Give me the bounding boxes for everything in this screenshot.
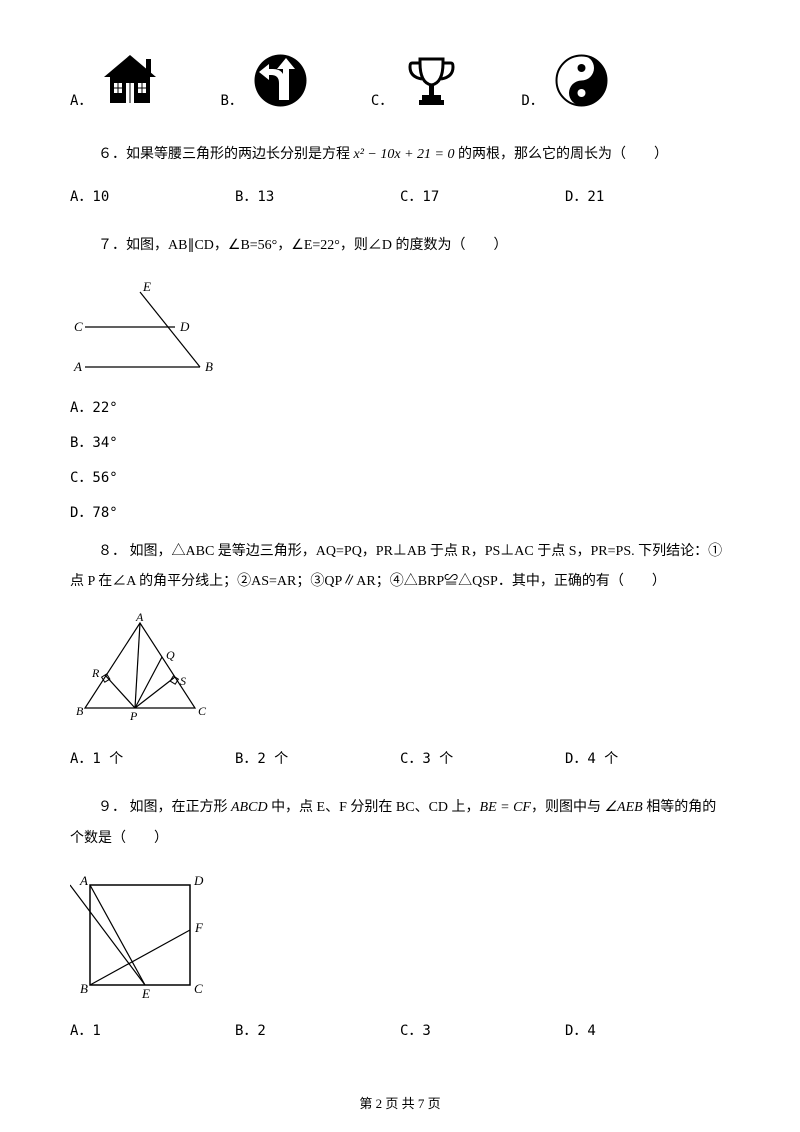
q9-option-c: C．3 xyxy=(400,1020,565,1040)
q8-option-b: B．2 个 xyxy=(235,748,400,768)
q7-option-c: C．56° xyxy=(70,467,730,487)
svg-text:F: F xyxy=(194,920,204,935)
svg-text:R: R xyxy=(91,666,100,680)
q7-text: ７．如图，AB∥CD，∠B=56°，∠E=22°，则∠D 的度数为（ ） xyxy=(70,231,730,262)
q6-equation: x² − 10x + 21 = 0 xyxy=(354,147,455,162)
q9-option-d: D．4 xyxy=(565,1020,730,1040)
q9-option-a: A．1 xyxy=(70,1020,235,1040)
house-icon xyxy=(100,50,160,110)
q9-angle: ∠AEB xyxy=(604,800,642,815)
q9-before: ９． 如图，在正方形 xyxy=(98,800,231,815)
svg-text:A: A xyxy=(135,613,144,624)
svg-text:D: D xyxy=(179,319,190,334)
q9-mid: 中，点 E、F 分别在 BC、CD 上， xyxy=(268,800,480,815)
q5-option-b: B． xyxy=(220,50,310,110)
q9-abcd: ABCD xyxy=(231,800,268,815)
q6-suffix: 的两根，那么它的周长为（ ） xyxy=(458,147,668,162)
option-label: B． xyxy=(220,90,242,110)
option-label: C． xyxy=(371,90,393,110)
q5-option-d: D． xyxy=(521,50,611,110)
q5-option-a: A． xyxy=(70,50,160,110)
q8-figure: A B C P Q R S xyxy=(70,613,730,733)
svg-text:S: S xyxy=(180,674,186,688)
q8-text: ８． 如图，△ABC 是等边三角形，AQ=PQ，PR⊥AB 于点 R，PS⊥AC… xyxy=(70,537,730,599)
q7-options: A．22° B．34° C．56° D．78° xyxy=(70,397,730,522)
q7-figure: E C D A B xyxy=(70,277,730,382)
q9-mid2: ，则图中与 xyxy=(531,800,605,815)
q6-option-d: D．21 xyxy=(565,186,730,206)
q7-option-d: D．78° xyxy=(70,502,730,522)
page-footer: 第 2 页 共 7 页 xyxy=(0,1093,800,1112)
q6-prefix: ６．如果等腰三角形的两边长分别是方程 xyxy=(98,147,350,162)
svg-text:D: D xyxy=(193,873,204,888)
q6-option-b: B．13 xyxy=(235,186,400,206)
svg-text:B: B xyxy=(80,981,88,996)
option-label: D． xyxy=(521,90,543,110)
q6-option-c: C．17 xyxy=(400,186,565,206)
svg-text:C: C xyxy=(74,319,83,334)
yinyang-icon xyxy=(552,50,612,110)
q6-text: ６．如果等腰三角形的两边长分别是方程 x² − 10x + 21 = 0 的两根… xyxy=(70,140,730,171)
trophy-icon xyxy=(401,50,461,110)
q9-text: ９． 如图，在正方形 ABCD 中，点 E、F 分别在 BC、CD 上，BE =… xyxy=(70,793,730,855)
q9-eq: BE = CF xyxy=(480,800,531,815)
svg-text:A: A xyxy=(79,873,88,888)
q9-figure: A D B C E F xyxy=(70,870,730,1005)
q9-options: A．1 B．2 C．3 D．4 xyxy=(70,1020,730,1040)
arrow-sign-icon xyxy=(251,50,311,110)
svg-text:C: C xyxy=(194,981,203,996)
svg-text:B: B xyxy=(76,704,84,718)
q7-option-a: A．22° xyxy=(70,397,730,417)
svg-text:Q: Q xyxy=(166,648,175,662)
svg-text:C: C xyxy=(198,704,207,718)
svg-text:P: P xyxy=(129,709,138,723)
svg-text:B: B xyxy=(205,359,213,374)
q8-options: A．1 个 B．2 个 C．3 个 D．4 个 xyxy=(70,748,730,768)
q9-option-b: B．2 xyxy=(235,1020,400,1040)
svg-text:E: E xyxy=(142,279,151,294)
q8-option-c: C．3 个 xyxy=(400,748,565,768)
q7-option-b: B．34° xyxy=(70,432,730,452)
q6-options: A．10 B．13 C．17 D．21 xyxy=(70,186,730,206)
option-label: A． xyxy=(70,90,92,110)
q8-option-a: A．1 个 xyxy=(70,748,235,768)
q5-options-row: A． B． xyxy=(70,50,730,110)
svg-text:E: E xyxy=(141,986,150,1000)
svg-text:A: A xyxy=(73,359,82,374)
q6-option-a: A．10 xyxy=(70,186,235,206)
q8-option-d: D．4 个 xyxy=(565,748,730,768)
q5-option-c: C． xyxy=(371,50,461,110)
